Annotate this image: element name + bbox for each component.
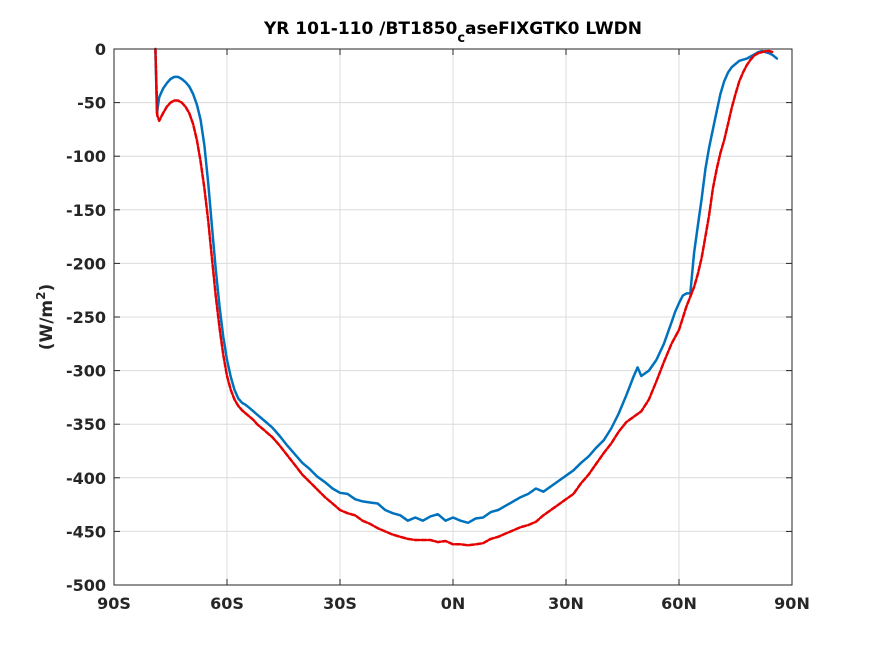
y-tick-labels: 0 -50 -100 -150 -200 -250 -300 -350 -400 -450 -500 [66,40,106,595]
x-tick-label: 30N [548,594,584,613]
x-tick-label: 30S [323,594,357,613]
y-axis-label-superscript: 2 [34,291,48,299]
y-tick-label: -350 [66,415,106,434]
y-tick-label: -450 [66,522,106,541]
chart-title-rest: aseFIXGTK0 LWDN [465,19,642,39]
y-axis-label-suffix: ) [37,284,57,292]
x-tick-label: 90N [774,594,810,613]
x-tick-labels: 90S 60S 30S 0N 30N 60N 90N [97,594,810,613]
grid [114,49,792,585]
ticks [113,48,793,586]
chart-title-subscript: c [457,31,465,46]
series-layer [154,47,779,547]
y-tick-label: 0 [95,40,106,59]
x-tick-label: 90S [97,594,131,613]
chart-title-main: YR 101-110 /BT1850 [263,19,458,39]
y-tick-label: -50 [77,94,106,113]
y-tick-label: -400 [66,469,106,488]
y-axis-label-prefix: (W/m [37,300,57,350]
y-tick-label: -200 [66,254,106,273]
x-tick-label: 60N [661,594,697,613]
y-tick-label: -150 [66,201,106,220]
x-tick-label: 0N [441,594,466,613]
y-tick-label: -300 [66,362,106,381]
y-tick-label: -500 [66,576,106,595]
y-axis-label: (W/m2) [34,284,57,351]
chart-title: YR 101-110 /BT1850caseFIXGTK0 LWDN [263,19,642,46]
x-tick-label: 60S [210,594,244,613]
series-line-1 [154,47,779,525]
series-line-2 [154,47,775,547]
y-tick-label: -100 [66,147,106,166]
y-tick-label: -250 [66,308,106,327]
